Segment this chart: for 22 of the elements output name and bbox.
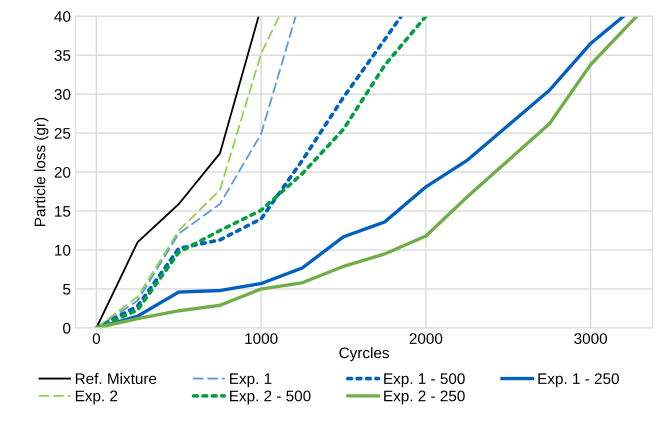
- y-tick-label: 35: [54, 50, 70, 61]
- y-tick-label: 15: [55, 206, 70, 217]
- x-axis-title: Cyrcles: [339, 347, 390, 362]
- x-tick-label: 0: [92, 333, 100, 344]
- y-tick-label: 10: [55, 244, 70, 256]
- legend-label: Exp. 1: [230, 373, 272, 388]
- x-tick-label: 1000: [245, 333, 278, 344]
- y-tick-label: 25: [54, 128, 70, 139]
- y-tick-label: 20: [54, 166, 70, 178]
- y-tick-label: 5: [63, 284, 70, 295]
- y-tick-label: 40: [54, 11, 70, 22]
- y-tick-label: 30: [54, 89, 70, 100]
- y-axis-title: Particle loss (gr): [34, 118, 48, 226]
- legend-label: Exp. 2 - 250: [384, 390, 465, 404]
- x-tick-label: 2000: [410, 333, 442, 344]
- legend-label: Ref. Mixture: [76, 372, 156, 384]
- legend-label: Exp. 1 - 250: [538, 373, 619, 388]
- x-tick-label: 3000: [574, 333, 608, 344]
- legend-label: Exp. 1 - 500: [384, 373, 465, 388]
- y-tick-label: 0: [63, 322, 70, 334]
- legend-label: Exp. 2 - 500: [230, 390, 311, 404]
- legend-label: Exp. 2: [76, 390, 118, 404]
